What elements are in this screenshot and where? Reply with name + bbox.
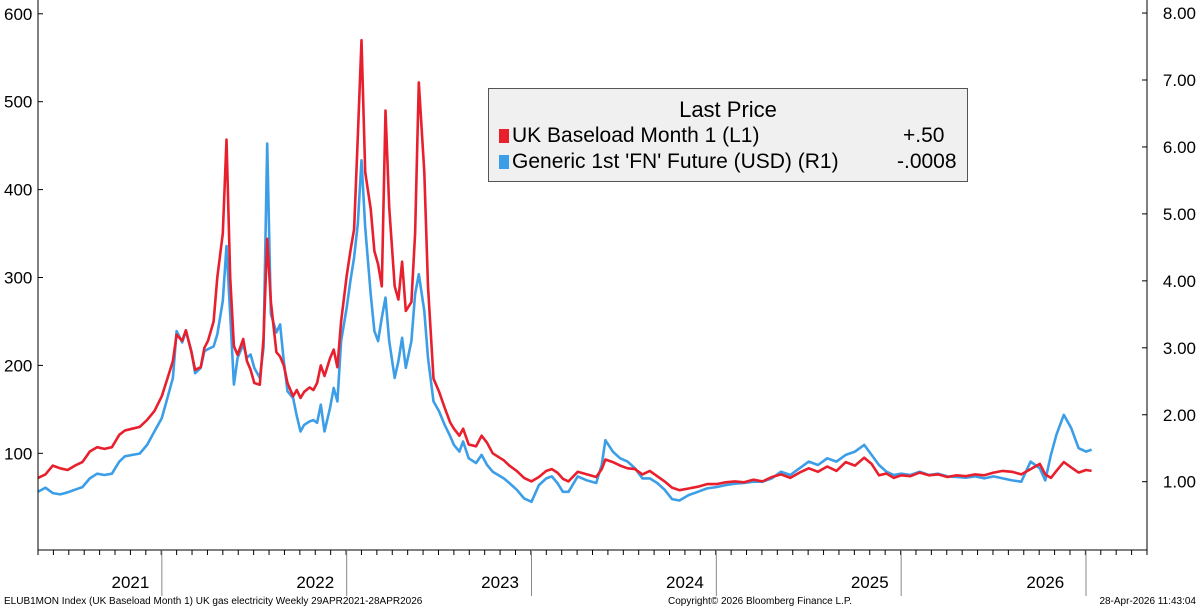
series-line-fn-future — [37, 142, 1093, 504]
legend-entry-fn-future: Generic 1st 'FN' Future (USD) (R1) -.000… — [499, 150, 957, 178]
right-tick-label: 3.00 — [1163, 339, 1196, 358]
right-axis-ticks: 1.00 2.00 3.00 4.00 5.00 6.00 7.00 8.00 — [1142, 4, 1196, 492]
year-label: 2025 — [851, 573, 889, 592]
legend-swatch-red — [499, 129, 509, 143]
axes — [37, 0, 1148, 596]
right-tick-label: 1.00 — [1163, 473, 1196, 492]
legend-title: Last Price — [679, 97, 777, 122]
right-tick-label: 2.00 — [1163, 406, 1196, 425]
right-tick-label: 5.00 — [1163, 205, 1196, 224]
year-label: 2023 — [481, 573, 519, 592]
footer-source: ELUB1MON Index (UK Baseload Month 1) UK … — [4, 596, 423, 607]
left-axis-ticks: 100 200 300 400 500 600 — [4, 5, 43, 463]
right-tick-label: 4.00 — [1163, 272, 1196, 291]
legend-entry-value: -.0008 — [897, 150, 957, 173]
left-tick-label: 200 — [4, 356, 32, 375]
footer-timestamp: 28-Apr-2026 11:43:04 — [1099, 596, 1196, 607]
series-line-uk-baseload — [37, 38, 1092, 492]
left-tick-label: 400 — [4, 181, 32, 200]
left-tick-label: 600 — [4, 5, 32, 24]
legend-entry-name: UK Baseload Month 1 (L1) — [512, 124, 760, 147]
right-tick-label: 7.00 — [1163, 71, 1196, 90]
right-tick-label: 8.00 — [1163, 4, 1196, 23]
left-tick-label: 300 — [4, 269, 32, 288]
year-label: 2024 — [666, 573, 704, 592]
legend-entry-name: Generic 1st 'FN' Future (USD) (R1) — [512, 150, 839, 173]
footer-copyright: Copyright© 2026 Bloomberg Finance L.P. — [668, 596, 852, 607]
legend-entry-value: +.50 — [903, 124, 945, 147]
left-tick-label: 500 — [4, 93, 32, 112]
legend-entry-uk-baseload: UK Baseload Month 1 (L1) +.50 — [499, 124, 957, 152]
year-label: 2022 — [296, 573, 334, 592]
legend-box: Last Price UK Baseload Month 1 (L1) +.50… — [488, 88, 968, 182]
series-lines — [37, 38, 1093, 504]
left-tick-label: 100 — [4, 444, 32, 463]
year-label: 2021 — [112, 573, 150, 592]
year-label: 2026 — [1026, 573, 1064, 592]
legend-swatch-blue — [499, 155, 509, 169]
x-axis-year-labels: 2021 2022 2023 2024 2025 2026 — [112, 573, 1065, 592]
right-tick-label: 6.00 — [1163, 138, 1196, 157]
